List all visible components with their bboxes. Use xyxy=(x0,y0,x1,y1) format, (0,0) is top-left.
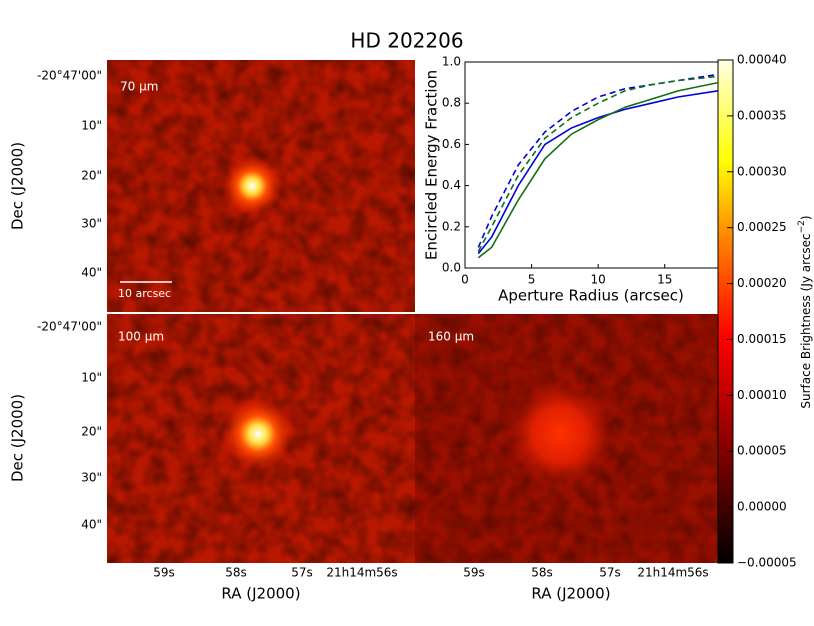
cb-tick-label: 0.00010 xyxy=(737,388,787,402)
x-tick-label: 10 xyxy=(591,273,606,287)
ra-tick-label: 21h14m56s xyxy=(637,566,708,580)
ra-tick-label: 57s xyxy=(599,566,621,580)
panel-label: 70 μm xyxy=(120,80,158,94)
dec-label: Dec (J2000) xyxy=(9,394,27,482)
cb-tick-label: 0.00025 xyxy=(737,220,787,234)
cb-tick-label: 0.00000 xyxy=(737,500,787,514)
dec-label: Dec (J2000) xyxy=(9,142,27,230)
y-tick-label: 0.2 xyxy=(442,219,461,233)
inset-axes xyxy=(464,61,719,269)
x-tick-label: 15 xyxy=(657,273,672,287)
ra-tick-label: 58s xyxy=(531,566,553,580)
y-tick-label: 1.0 xyxy=(442,55,461,69)
y-tick-label: 0.6 xyxy=(442,137,461,151)
y-label: Encircled Energy Fraction xyxy=(423,70,441,260)
x-tick-label: 5 xyxy=(528,273,536,287)
dec-tick-label: -20°47'00" xyxy=(37,320,102,334)
cb-tick-label: −0.00005 xyxy=(737,556,797,570)
y-tick-label: 0.4 xyxy=(442,178,461,192)
y-tick-label: 0.8 xyxy=(442,96,461,110)
ra-tick-label: 59s xyxy=(153,566,175,580)
dec-tick-label: 10" xyxy=(81,119,102,133)
source xyxy=(222,156,282,216)
dec-tick-label: 30" xyxy=(81,217,102,231)
dec-tick-label: 20" xyxy=(81,425,102,439)
ra-tick-label: 59s xyxy=(463,566,485,580)
cb-sup: −2 xyxy=(797,220,807,233)
dec-tick-label: 20" xyxy=(81,169,102,183)
scale-label: 10 arcsec xyxy=(118,287,171,300)
dec-tick-label: -20°47'00" xyxy=(37,69,102,83)
colorbar-label: Surface Brightness (Jy arcsec−2) xyxy=(797,215,813,408)
x-tick-label: 0 xyxy=(461,273,469,287)
dec-tick-label: 10" xyxy=(81,371,102,385)
source xyxy=(222,398,294,470)
ra-tick-label: 57s xyxy=(291,566,313,580)
cb-label: Surface Brightness (Jy arcsec xyxy=(799,233,813,408)
panel-label: 100 μm xyxy=(118,330,164,344)
series-line xyxy=(477,81,719,259)
y-tick-label: 0.0 xyxy=(442,261,461,275)
cb-end: ) xyxy=(799,215,813,220)
dec-tick-label: 30" xyxy=(81,471,102,485)
cb-tick-label: 0.00035 xyxy=(737,108,787,122)
dec-tick-label: 40" xyxy=(81,266,102,280)
panel-label: 160 μm xyxy=(428,330,474,344)
series-line xyxy=(477,75,719,252)
colorbar xyxy=(717,59,734,564)
cb-tick-label: 0.00020 xyxy=(737,276,787,290)
cb-tick-label: 0.00005 xyxy=(737,444,787,458)
ra-tick-label: 21h14m56s xyxy=(326,566,397,580)
series-line xyxy=(477,73,719,248)
cb-tick-label: 0.00015 xyxy=(737,332,787,346)
dec-tick-label: 40" xyxy=(81,518,102,532)
title: HD 202206 xyxy=(350,29,463,53)
ra-tick-label: 58s xyxy=(225,566,247,580)
series-line xyxy=(477,90,719,255)
cb-tick-label: 0.00030 xyxy=(737,164,787,178)
source xyxy=(505,379,615,489)
ra-label: RA (J2000) xyxy=(221,585,300,603)
cb-tick-label: 0.00040 xyxy=(737,53,787,67)
ra-label: RA (J2000) xyxy=(531,585,610,603)
x-label: Aperture Radius (arcsec) xyxy=(498,287,684,305)
